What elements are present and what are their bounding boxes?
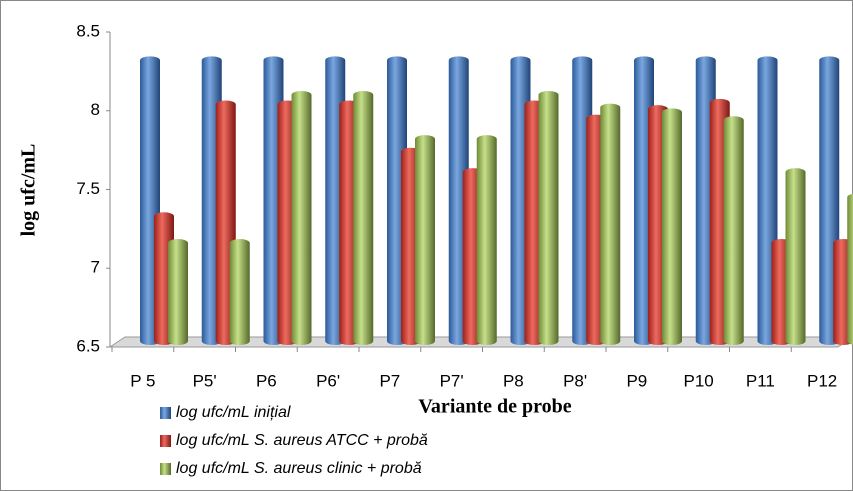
- y-tick-label: 6.5: [76, 336, 100, 355]
- bar: [168, 239, 188, 345]
- x-tick-label: P11: [746, 371, 775, 390]
- x-tick-label: P6': [316, 371, 340, 390]
- x-tick-label: P7': [440, 371, 464, 390]
- y-tick-label: 8.5: [76, 21, 100, 40]
- bar: [415, 135, 435, 345]
- y-tick-label: 7: [91, 258, 100, 277]
- x-axis-title: Variante de probe: [418, 396, 571, 418]
- bar: [353, 91, 374, 345]
- plot: 6.5 7 7.5 8 8.5 P 5 P5' P6 P6' P7 P7' P8 P8' P9 P10 P11…: [76, 21, 853, 477]
- bar: [847, 193, 853, 345]
- bar: [229, 239, 250, 345]
- x-tick-label: P 5: [130, 371, 155, 390]
- x-tick-label: P7: [379, 371, 400, 390]
- legend-label: log ufc/mL inițial: [176, 404, 291, 421]
- legend-swatch: [160, 435, 171, 447]
- bar: [538, 91, 559, 345]
- x-tick-label: P8': [563, 371, 587, 390]
- x-tick-label: P6: [256, 371, 277, 390]
- legend-label: log ufc/mL S. aureus ATCC + probă: [176, 432, 428, 449]
- x-tick-label: P8: [503, 371, 524, 390]
- legend-label: log ufc/mL S. aureus clinic + probă: [176, 460, 422, 477]
- bar: [291, 91, 312, 345]
- y-tick-label: 7.5: [76, 179, 100, 198]
- y-tick-label: 8: [91, 100, 100, 119]
- bar: [662, 108, 682, 345]
- legend-swatch: [160, 407, 171, 419]
- bar: [723, 116, 744, 345]
- y-axis-title: log ufc/mL: [18, 144, 40, 237]
- x-tick-label: P10: [684, 371, 714, 390]
- bar: [785, 168, 806, 345]
- legend-swatch: [160, 463, 171, 475]
- x-tick-label: P5': [193, 371, 217, 390]
- x-tick-label: P12: [807, 371, 837, 390]
- bar: [600, 103, 621, 345]
- x-tick-label: P9: [626, 371, 647, 390]
- bar: [476, 135, 497, 345]
